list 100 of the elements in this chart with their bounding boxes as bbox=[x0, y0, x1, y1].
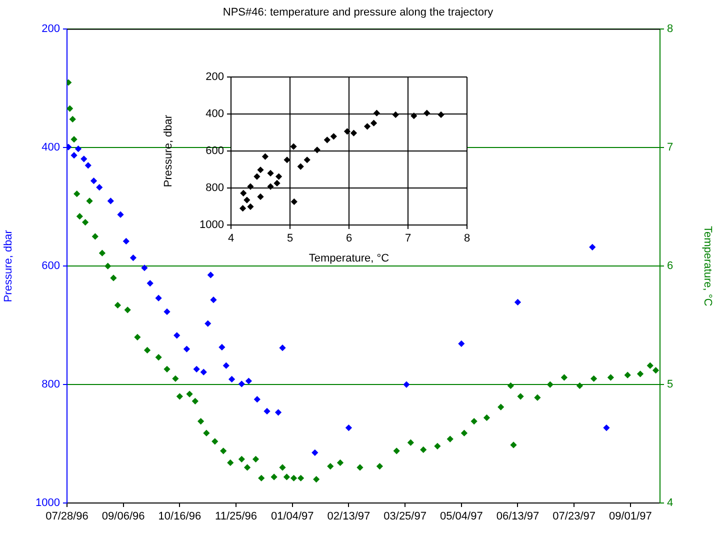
point bbox=[276, 173, 282, 180]
point bbox=[193, 366, 200, 372]
point bbox=[208, 272, 214, 278]
x-tick-label: 01/04/97 bbox=[270, 510, 314, 523]
y-axis-title: Pressure, dbar bbox=[162, 114, 175, 188]
point bbox=[424, 110, 430, 116]
x-tick-label: 06/13/97 bbox=[496, 510, 540, 523]
point bbox=[330, 133, 337, 140]
point bbox=[291, 198, 298, 205]
point bbox=[80, 156, 88, 162]
point bbox=[314, 146, 320, 153]
y-tick-label: 400 bbox=[206, 108, 224, 120]
point bbox=[346, 424, 352, 431]
y2-tick-label: 6 bbox=[667, 260, 674, 272]
y-tick-label: 600 bbox=[42, 260, 60, 272]
point bbox=[438, 112, 444, 118]
y2-tick-label: 5 bbox=[667, 378, 674, 391]
point bbox=[370, 120, 377, 126]
point bbox=[228, 376, 235, 382]
y2-axis-title: Temperature, °C bbox=[701, 226, 714, 306]
point bbox=[458, 340, 464, 347]
y-axis-title: Pressure, dbar bbox=[2, 230, 15, 302]
point bbox=[247, 204, 254, 210]
x-tick-label: 09/01/97 bbox=[609, 510, 652, 523]
point bbox=[164, 308, 170, 315]
point bbox=[108, 198, 114, 204]
y-tick-label: 600 bbox=[206, 145, 224, 158]
chart-title: NPS#46: temperature and pressure along the trajectory bbox=[222, 6, 494, 19]
point bbox=[350, 130, 357, 136]
point bbox=[123, 238, 130, 244]
point bbox=[240, 205, 246, 212]
point bbox=[304, 156, 310, 163]
point bbox=[96, 184, 102, 190]
point bbox=[262, 153, 268, 160]
point bbox=[240, 190, 246, 196]
x-axis-title: Temperature, °C bbox=[308, 252, 390, 264]
point bbox=[324, 136, 330, 143]
x-tick-label: 6 bbox=[346, 232, 352, 245]
point bbox=[90, 178, 97, 184]
point bbox=[200, 369, 207, 376]
x-tick-label: 05/04/97 bbox=[440, 510, 483, 523]
point bbox=[257, 194, 264, 200]
x-tick-label: 02/13/97 bbox=[327, 510, 370, 523]
point bbox=[70, 152, 78, 158]
point bbox=[298, 163, 304, 170]
point bbox=[67, 144, 72, 150]
point bbox=[403, 381, 410, 388]
x-tick-label: 7 bbox=[404, 232, 412, 245]
point bbox=[238, 380, 245, 388]
point bbox=[210, 296, 217, 303]
y2-tick-label: 4 bbox=[667, 497, 674, 510]
x-tick-label: 11/25/96 bbox=[215, 510, 258, 523]
y2-tick-label: 7 bbox=[667, 142, 674, 154]
point bbox=[374, 110, 380, 116]
point bbox=[589, 244, 596, 250]
point bbox=[392, 112, 399, 118]
point bbox=[130, 254, 136, 261]
x-tick-label: 09/06/96 bbox=[102, 510, 145, 523]
point bbox=[141, 264, 148, 271]
point bbox=[410, 112, 417, 119]
point bbox=[246, 378, 252, 384]
point bbox=[75, 146, 82, 152]
point bbox=[117, 211, 124, 218]
point bbox=[254, 173, 260, 180]
point bbox=[244, 196, 250, 204]
x-tick-label: 5 bbox=[286, 232, 294, 245]
point bbox=[603, 424, 610, 431]
point bbox=[274, 180, 280, 186]
y-tick-label: 200 bbox=[206, 71, 224, 84]
y-tick-label: 1000 bbox=[36, 497, 60, 510]
y-tick-label: 1000 bbox=[200, 219, 224, 232]
y2-tick-label: 8 bbox=[667, 23, 674, 36]
x-tick-label: 4 bbox=[228, 232, 234, 245]
point bbox=[364, 123, 370, 130]
y-tick-label: 400 bbox=[42, 142, 60, 154]
point bbox=[204, 320, 211, 327]
point bbox=[312, 450, 318, 456]
point bbox=[247, 183, 254, 190]
point bbox=[279, 344, 286, 351]
point bbox=[514, 299, 521, 306]
y-tick-label: 200 bbox=[42, 23, 60, 36]
point bbox=[267, 183, 274, 190]
x-tick-label: 03/25/97 bbox=[384, 510, 426, 523]
x-tick-label: 07/23/97 bbox=[552, 510, 596, 523]
point bbox=[275, 409, 282, 416]
point bbox=[147, 280, 154, 286]
point bbox=[290, 143, 297, 150]
point bbox=[223, 362, 230, 369]
point bbox=[218, 344, 226, 350]
point bbox=[264, 408, 270, 414]
x-tick-label: 10/16/96 bbox=[158, 510, 202, 523]
point bbox=[155, 294, 162, 302]
y-tick-label: 800 bbox=[42, 378, 60, 391]
x-tick-label: 8 bbox=[464, 232, 470, 245]
point bbox=[267, 170, 274, 176]
x-tick-label: 07/28/96 bbox=[46, 510, 88, 523]
point bbox=[344, 128, 350, 134]
point bbox=[284, 156, 290, 163]
point bbox=[184, 346, 190, 352]
point bbox=[85, 162, 92, 169]
